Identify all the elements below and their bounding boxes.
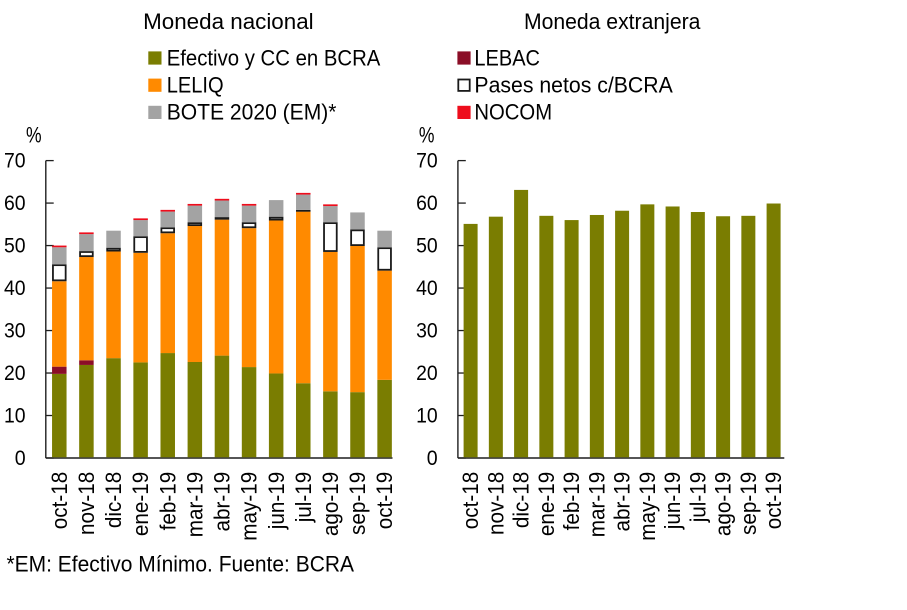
svg-text:may-19: may-19 — [635, 472, 660, 541]
svg-text:NOCOM: NOCOM — [474, 100, 552, 125]
svg-text:10: 10 — [416, 402, 438, 427]
svg-text:50: 50 — [4, 232, 26, 257]
svg-text:Efectivo y CC en BCRA: Efectivo y CC en BCRA — [167, 45, 381, 70]
svg-text:oct-19: oct-19 — [372, 472, 397, 530]
svg-text:30: 30 — [4, 317, 26, 342]
svg-text:Moneda extranjera: Moneda extranjera — [524, 9, 701, 34]
svg-text:abr-19: abr-19 — [210, 472, 235, 532]
svg-text:ene-19: ene-19 — [128, 472, 153, 536]
svg-text:mar-19: mar-19 — [584, 472, 609, 538]
svg-text:nov-18: nov-18 — [483, 472, 508, 535]
svg-text:0: 0 — [15, 445, 26, 470]
svg-text:Moneda nacional: Moneda nacional — [143, 9, 314, 34]
svg-text:LEBAC: LEBAC — [474, 45, 540, 70]
svg-text:abr-19: abr-19 — [610, 472, 635, 532]
svg-text:feb-19: feb-19 — [559, 472, 584, 531]
svg-text:oct-19: oct-19 — [761, 472, 786, 530]
svg-text:jun-19: jun-19 — [264, 472, 289, 530]
svg-text:nov-18: nov-18 — [74, 472, 99, 535]
svg-text:ago-19: ago-19 — [318, 472, 343, 536]
svg-text:mar-19: mar-19 — [182, 472, 207, 538]
svg-text:LELIQ: LELIQ — [167, 73, 224, 98]
svg-text:%: % — [26, 123, 42, 148]
svg-text:40: 40 — [4, 275, 26, 300]
svg-text:feb-19: feb-19 — [155, 472, 180, 531]
svg-text:jul-19: jul-19 — [685, 472, 710, 524]
svg-text:70: 70 — [4, 147, 26, 172]
svg-text:20: 20 — [416, 360, 438, 385]
svg-text:sep-19: sep-19 — [345, 472, 370, 535]
svg-text:oct-18: oct-18 — [47, 472, 72, 530]
svg-text:60: 60 — [4, 190, 26, 215]
svg-text:%: % — [419, 123, 435, 148]
svg-text:may-19: may-19 — [237, 472, 262, 541]
svg-text:20: 20 — [4, 360, 26, 385]
svg-text:dic-18: dic-18 — [101, 472, 126, 528]
svg-text:ene-19: ene-19 — [534, 472, 559, 536]
svg-text:ago-19: ago-19 — [711, 472, 736, 536]
svg-text:Pases netos c/BCRA: Pases netos c/BCRA — [474, 73, 673, 98]
svg-text:dic-18: dic-18 — [509, 472, 534, 528]
svg-text:oct-18: oct-18 — [458, 472, 483, 530]
svg-text:40: 40 — [416, 275, 438, 300]
svg-text:60: 60 — [416, 190, 438, 215]
svg-text:jun-19: jun-19 — [660, 472, 685, 530]
svg-text:*EM: Efectivo Mínimo. Fuente:: *EM: Efectivo Mínimo. Fuente: BCRA — [7, 551, 355, 576]
svg-text:BOTE 2020 (EM)*: BOTE 2020 (EM)* — [167, 100, 337, 125]
svg-text:0: 0 — [427, 445, 438, 470]
svg-text:10: 10 — [4, 402, 26, 427]
svg-text:sep-19: sep-19 — [736, 472, 761, 535]
svg-text:30: 30 — [416, 317, 438, 342]
svg-text:70: 70 — [416, 147, 438, 172]
svg-text:50: 50 — [416, 232, 438, 257]
svg-text:jul-19: jul-19 — [291, 472, 316, 524]
